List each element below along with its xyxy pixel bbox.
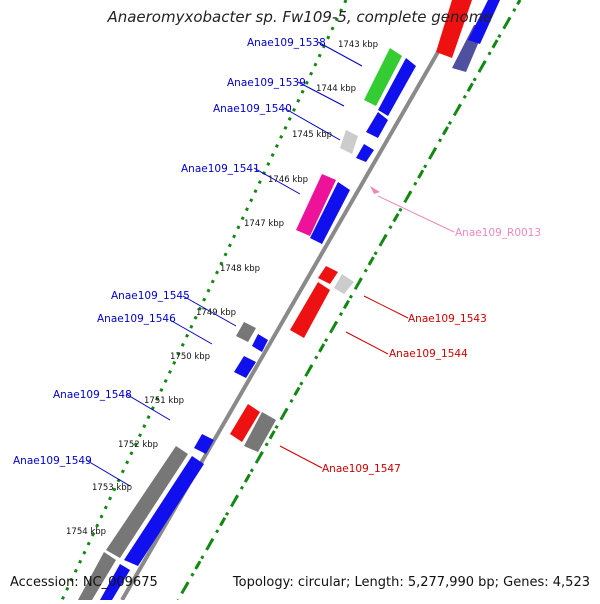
gene-bar-light-1[interactable] (340, 130, 358, 154)
gene-bar-1545-gray[interactable] (236, 322, 256, 342)
gene-bar-1543-red[interactable] (318, 266, 338, 284)
leader-1543 (363, 295, 409, 319)
tick-label: 1752 kbp (118, 440, 158, 450)
accession-text: Accession: NC_009675 (10, 575, 158, 590)
gene-bar-1548-blue[interactable] (194, 434, 214, 454)
gene-labels: Anae109_1538 Anae109_1539 Anae109_1540 A… (13, 37, 541, 475)
gene-bar-top-blue[interactable] (468, 0, 500, 44)
gene-bar-bottom-blue[interactable] (100, 564, 130, 600)
gene-bar-1547-red[interactable] (230, 404, 260, 442)
leader-1538 (317, 41, 363, 67)
kbp-labels: 1743 kbp 1744 kbp 1745 kbp 1746 kbp 1747… (66, 40, 378, 537)
gene-bar-1546-blue[interactable] (234, 356, 256, 378)
tick-label: 1754 kbp (66, 527, 106, 537)
gene-label-1538[interactable]: Anae109_1538 (247, 37, 326, 49)
gene-bar-1541-blue[interactable] (310, 182, 350, 244)
gene-bar-1539[interactable] (378, 58, 416, 116)
gene-bar-bottom-gray[interactable] (78, 552, 116, 600)
outer-dash-track (176, 0, 522, 601)
leader-1539 (297, 81, 345, 107)
gene-label-1546[interactable]: Anae109_1546 (97, 313, 176, 325)
tick-label: 1747 kbp (244, 219, 284, 229)
leader-1548 (125, 393, 171, 421)
gene-label-1549[interactable]: Anae109_1549 (13, 455, 92, 467)
topology-text: Topology: circular; Length: 5,277,990 bp… (232, 575, 590, 590)
tick-label: 1746 kbp (268, 175, 308, 185)
gene-bar-1544-red[interactable] (290, 282, 330, 338)
gene-bar-1541-magenta[interactable] (296, 174, 336, 236)
tick-label: 1743 kbp (338, 40, 378, 50)
gene-label-1540[interactable]: Anae109_1540 (213, 103, 292, 115)
gene-label-1547[interactable]: Anae109_1547 (322, 463, 401, 475)
gene-label-1545[interactable]: Anae109_1545 (111, 290, 190, 302)
gene-label-1548[interactable]: Anae109_1548 (53, 389, 132, 401)
gene-bar-1545-blue[interactable] (252, 334, 268, 352)
gene-bar-blue-2[interactable] (356, 144, 374, 162)
leader-1541 (253, 167, 301, 195)
gene-label-1541[interactable]: Anae109_1541 (181, 163, 260, 175)
leader-1540 (283, 107, 341, 141)
tick-label: 1748 kbp (220, 264, 260, 274)
leader-1544 (345, 331, 389, 355)
gene-bar-1543-light[interactable] (334, 274, 354, 294)
genome-title: Anaeromyxobacter sp. Fw109-5, complete g… (107, 8, 493, 26)
gene-bar-1549-blue[interactable] (124, 456, 204, 566)
gene-bar-1547-gray[interactable] (244, 412, 276, 452)
leader-1545 (182, 295, 237, 327)
gene-label-1543[interactable]: Anae109_1543 (408, 313, 487, 325)
leader-lines (85, 41, 455, 487)
tick-label: 1749 kbp (196, 308, 236, 318)
gene-bar-1538[interactable] (364, 48, 402, 106)
tick-label: 1745 kbp (292, 130, 332, 140)
gene-bar-1540[interactable] (366, 112, 388, 138)
inner-dotted-track (60, 0, 348, 601)
gene-label-1539[interactable]: Anae109_1539 (227, 77, 306, 89)
tick-label: 1751 kbp (144, 396, 184, 406)
gene-bar-1549-gray[interactable] (106, 446, 188, 558)
gene-label-R0013[interactable]: Anae109_R0013 (455, 227, 541, 239)
leader-1549 (85, 459, 131, 487)
tick-label: 1750 kbp (170, 352, 210, 362)
leader-1546 (169, 319, 213, 345)
gene-bar-top-red[interactable] (436, 0, 472, 58)
tick-label: 1753 kbp (92, 483, 132, 493)
rna-marker-R0013[interactable] (370, 186, 380, 194)
gene-label-1544[interactable]: Anae109_1544 (389, 348, 468, 360)
leader-R0013 (377, 195, 455, 233)
leader-1547 (279, 445, 323, 469)
tick-label: 1744 kbp (316, 84, 356, 94)
gene-features (78, 0, 500, 600)
